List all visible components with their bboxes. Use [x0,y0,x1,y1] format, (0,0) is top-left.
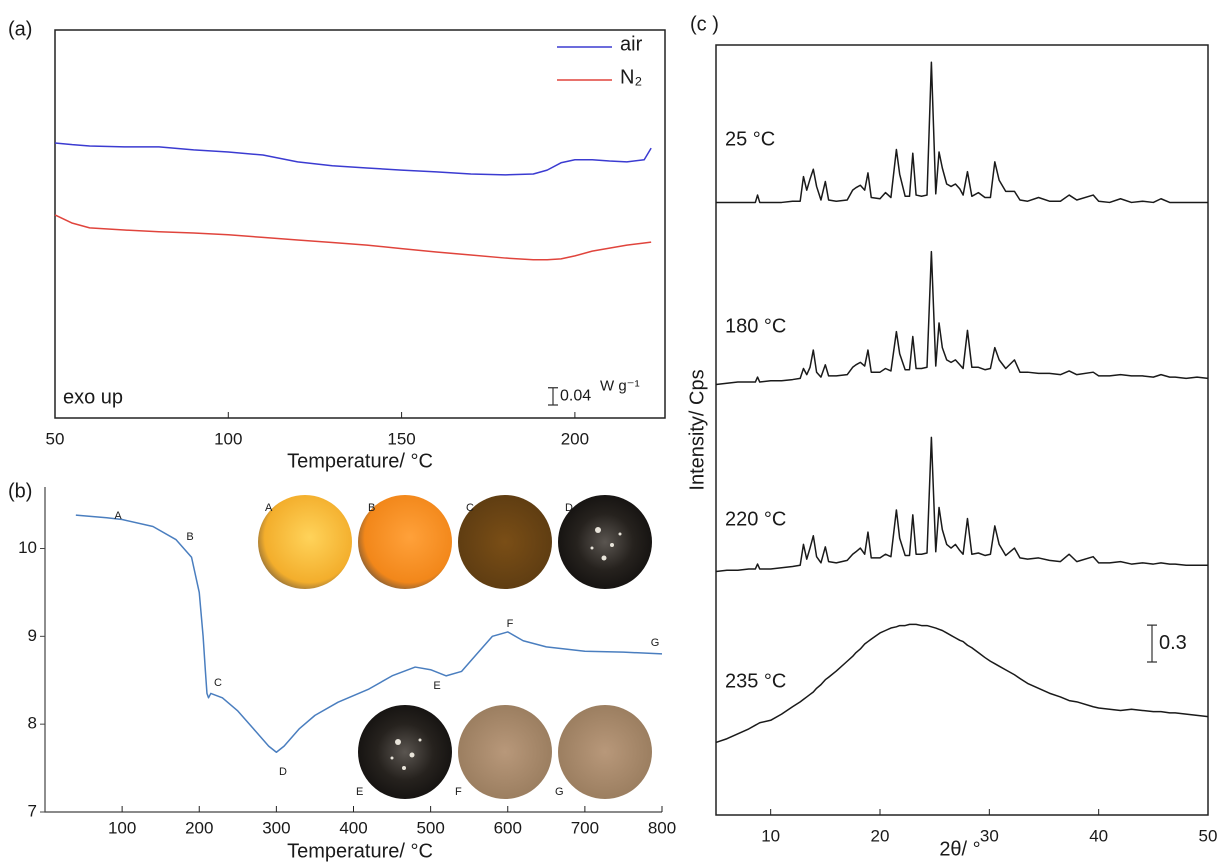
x-tick-label: 500 [416,818,444,837]
annotation: exo up [63,386,123,408]
plot-frame [715,44,1209,816]
photo-label: G [555,786,564,798]
x-axis-label: Temperature/ °C [287,840,433,862]
panel-label: (a) [8,18,32,40]
x-tick-label: 50 [46,429,65,448]
x-axis-label: Temperature/ °C [287,450,433,472]
photo-label: C [466,502,474,514]
scale-bar-unit: W g⁻¹ [600,377,640,394]
series-label: 25 °C [725,128,775,150]
panel-label: (c ) [690,13,719,35]
x-tick-label: 50 [1199,826,1218,845]
point-label: C [214,677,222,689]
x-tick-label: 150 [387,429,415,448]
data-line [54,142,652,176]
x-tick-label: 800 [648,818,676,837]
data-line [715,436,1208,573]
point-label: A [114,510,122,522]
x-tick-label: 200 [561,429,589,448]
series-label: 180 °C [725,315,786,337]
point-label: E [433,680,440,692]
plot-frame [54,29,666,419]
photo-label: A [265,502,273,514]
y-axis-label: Intensity/ Cps [686,369,708,490]
y-tick-label: 10 [18,538,37,557]
y-tick-label: 8 [28,714,37,733]
point-label: D [279,766,287,778]
photo [358,705,452,799]
data-line [715,250,1209,386]
scale-bar-value: 0.3 [1159,632,1187,654]
photo [558,705,652,799]
x-tick-label: 400 [339,818,367,837]
scale-bar [548,387,558,406]
point-label: B [186,531,193,543]
data-line [75,514,663,754]
x-tick-label: 20 [871,826,890,845]
x-tick-label: 600 [494,818,522,837]
x-tick-label: 200 [185,818,213,837]
x-tick-label: 40 [1089,826,1108,845]
legend-label: N₂ [620,66,642,88]
legend-label: air [620,33,643,55]
point-label: F [507,618,514,630]
y-tick-label: 9 [28,626,37,645]
photo [358,495,452,589]
data-line [716,61,1208,204]
photo [258,495,352,589]
x-tick-label: 700 [571,818,599,837]
x-tick-label: 300 [262,818,290,837]
x-tick-label: 10 [761,826,780,845]
photo-label: F [455,786,462,798]
photo [558,495,652,589]
point-label: G [651,637,660,649]
data-line [715,623,1209,744]
data-line [54,214,652,261]
scale-bar-value: 0.04 [560,388,591,405]
series-label: 235 °C [725,670,786,692]
sparkles [390,527,622,770]
panel-label: (b) [8,480,32,502]
y-tick-label: 7 [28,801,37,820]
x-tick-label: 30 [980,826,999,845]
sample-photos: A B C D E F G [258,495,652,799]
photo-label: B [368,502,375,514]
scale-bar [1147,624,1157,663]
series-label: 220 °C [725,508,786,530]
x-tick-label: 100 [108,818,136,837]
x-axis-label: 2θ/ ° [939,838,980,860]
photo [458,705,552,799]
x-tick-label: 100 [214,429,242,448]
photo-label: E [356,786,363,798]
photo-label: D [565,502,573,514]
photo [458,495,552,589]
